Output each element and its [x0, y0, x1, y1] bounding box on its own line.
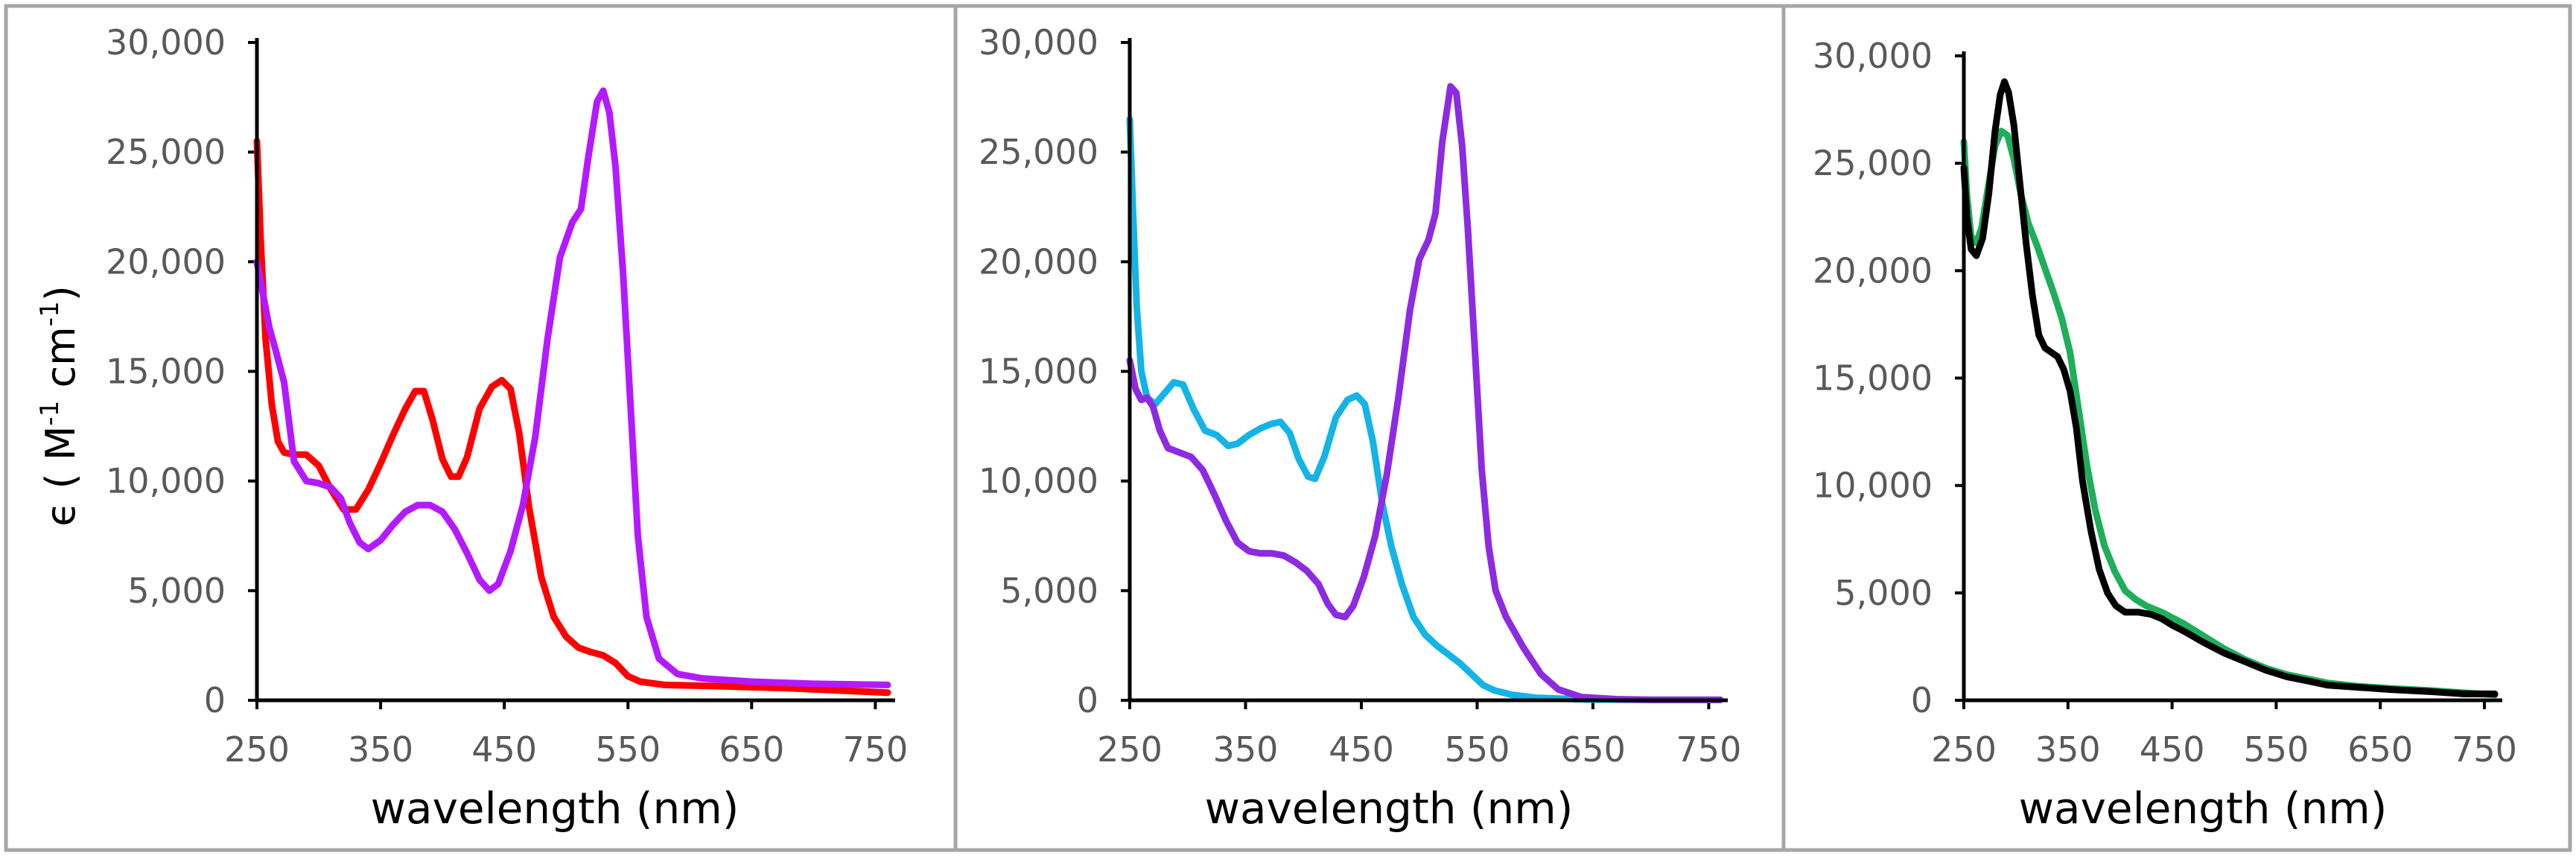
y-tick-label: 20,000 [106, 241, 226, 282]
x-tick-label: 550 [595, 729, 661, 770]
series-group [1126, 83, 1724, 703]
x-tick-label: 550 [2244, 729, 2309, 770]
x-tick-label: 250 [224, 729, 290, 770]
y-axis-title-mid: cm [37, 326, 84, 400]
y-tick-labels: 0 5,000 10,000 15,000 20,000 25,000 30,000 [979, 22, 1130, 720]
y-tick-label: 0 [1077, 680, 1098, 720]
y-tick-label: 0 [1911, 680, 1933, 720]
y-tick-label: 15,000 [979, 352, 1098, 392]
panel-border [1781, 4, 2572, 852]
y-tick-label: 20,000 [979, 241, 1098, 282]
x-tick-label: 350 [348, 729, 413, 770]
x-tick-labels: 250 350 450 550 650 750 [224, 700, 908, 770]
y-tick-label: 25,000 [1813, 143, 1933, 183]
y-axis-title: ϵ ( M-1 cm-1) [35, 285, 84, 527]
series-line-violet [1126, 83, 1724, 703]
x-tick-label: 650 [1560, 729, 1626, 770]
series-line-red [253, 138, 891, 697]
y-tick-label: 5,000 [1834, 573, 1933, 613]
y-tick-label: 25,000 [106, 132, 226, 172]
axes [1128, 38, 1728, 703]
x-axis-title: wavelength (nm) [371, 783, 740, 834]
x-tick-label: 450 [2140, 729, 2205, 770]
y-tick-label: 15,000 [1813, 358, 1933, 399]
series-group [253, 87, 891, 697]
series-line-purple [253, 87, 891, 688]
y-tick-label: 10,000 [106, 461, 226, 501]
y-tick-label: 30,000 [106, 22, 226, 63]
y-tick-label: 30,000 [1813, 36, 1933, 76]
series-line-cyan [1126, 115, 1724, 703]
chart-panel-right: 0 5,000 10,000 15,000 20,000 25,000 30,000 250… [1781, 4, 2572, 852]
y-axis-title-close: ) [37, 285, 84, 301]
x-tick-label: 350 [1213, 729, 1279, 770]
x-tick-label: 250 [1097, 729, 1163, 770]
y-tick-labels: 0 5,000 10,000 15,000 20,000 25,000 30,000 [1813, 36, 1964, 720]
x-tick-label: 750 [2452, 729, 2517, 770]
x-tick-label: 650 [2347, 729, 2413, 770]
y-tick-label: 5,000 [1000, 571, 1098, 611]
y-axis-title-sup1: -1 [35, 401, 65, 426]
x-tick-label: 550 [1445, 729, 1510, 770]
y-tick-label: 10,000 [979, 461, 1098, 501]
x-tick-labels: 250 350 450 550 650 750 [1097, 700, 1741, 770]
x-tick-label: 750 [1676, 729, 1742, 770]
y-axis-label: ϵ ( M-1 cm-1) [35, 285, 84, 527]
x-tick-label: 650 [719, 729, 784, 770]
x-tick-label: 750 [842, 729, 908, 770]
y-tick-label: 25,000 [979, 132, 1098, 172]
y-tick-labels: 0 5,000 10,000 15,000 20,000 25,000 30,000 [106, 22, 257, 720]
y-tick-label: 10,000 [1813, 466, 1933, 506]
x-tick-label: 450 [471, 729, 537, 770]
y-tick-label: 30,000 [979, 22, 1098, 63]
chart-panel-middle: 0 5,000 10,000 15,000 20,000 25,000 30,000 250… [953, 4, 1786, 852]
y-tick-label: 5,000 [127, 571, 226, 611]
y-tick-label: 0 [204, 680, 226, 720]
y-axis-title-main: ϵ ( M [37, 426, 84, 527]
axes [255, 38, 895, 703]
axes [1962, 51, 2502, 703]
series-line-black [1960, 78, 2499, 697]
y-tick-label: 15,000 [106, 352, 226, 392]
y-axis-title-sup2: -1 [35, 301, 65, 326]
y-tick-label: 20,000 [1813, 250, 1933, 291]
x-tick-label: 250 [1931, 729, 1997, 770]
chart-panel-left: ϵ ( M-1 cm-1) 05,00010,00015,00020,00025… [4, 4, 958, 852]
x-tick-label: 450 [1329, 729, 1394, 770]
x-tick-label: 350 [2035, 729, 2101, 770]
series-group [1960, 78, 2499, 699]
x-axis-title: wavelength (nm) [1205, 783, 1574, 834]
x-axis-title: wavelength (nm) [2019, 783, 2388, 834]
